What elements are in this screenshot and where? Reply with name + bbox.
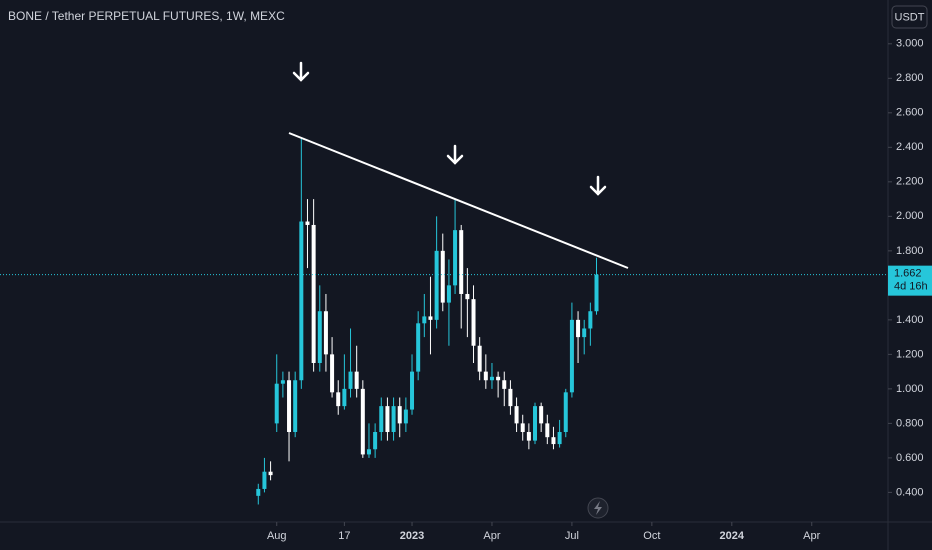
currency-label: USDT bbox=[895, 11, 925, 23]
candle-body bbox=[391, 406, 396, 433]
y-tick-label: 0.600 bbox=[896, 452, 924, 464]
candle-body bbox=[397, 406, 402, 424]
last-price-label: 1.662 bbox=[894, 268, 922, 280]
candle-body bbox=[526, 432, 531, 441]
candle-body bbox=[342, 388, 347, 407]
candle-body bbox=[551, 437, 556, 445]
currency-button[interactable] bbox=[891, 5, 928, 29]
candle-body bbox=[582, 328, 587, 338]
y-tick-label: 1.200 bbox=[896, 348, 924, 360]
y-tick-label: 1.400 bbox=[896, 314, 924, 326]
lightning-icon[interactable] bbox=[587, 497, 609, 519]
candle-body bbox=[502, 380, 507, 389]
candle-body bbox=[348, 371, 353, 389]
candle-body bbox=[317, 311, 322, 363]
candle-body bbox=[440, 250, 445, 303]
countdown-label: 4d 16h bbox=[894, 281, 928, 293]
candle-body bbox=[483, 371, 488, 381]
candle-body bbox=[416, 323, 421, 372]
candle-body bbox=[360, 388, 365, 455]
x-tick-label: Apr bbox=[803, 530, 820, 542]
candle-body bbox=[311, 224, 316, 363]
candle-body bbox=[366, 449, 371, 455]
candle-body bbox=[569, 319, 574, 393]
candle-body bbox=[379, 406, 384, 433]
candle-body bbox=[459, 230, 464, 294]
candle-body bbox=[594, 274, 599, 312]
y-tick-label: 1.000 bbox=[896, 383, 924, 395]
candle-body bbox=[496, 376, 501, 381]
candle-body bbox=[287, 380, 292, 433]
candle-body bbox=[373, 432, 378, 450]
y-tick-label: 2.200 bbox=[896, 176, 924, 188]
y-tick-label: 2.800 bbox=[896, 72, 924, 84]
candle-body bbox=[280, 380, 285, 384]
x-tick-label: 2023 bbox=[400, 530, 424, 542]
candle-body bbox=[268, 471, 273, 476]
x-tick-label: 2024 bbox=[720, 530, 745, 542]
candle-body bbox=[471, 299, 476, 346]
candle-body bbox=[477, 345, 482, 372]
candle-body bbox=[422, 316, 427, 324]
candle-body bbox=[354, 371, 359, 389]
candle-body bbox=[262, 471, 267, 489]
candle-body bbox=[557, 432, 562, 445]
candle-body bbox=[256, 488, 261, 496]
candle-body bbox=[299, 221, 304, 381]
chart-title: BONE / Tether PERPETUAL FUTURES, 1W, MEX… bbox=[8, 9, 285, 23]
candle-body bbox=[323, 311, 328, 355]
arrows bbox=[292, 61, 607, 196]
trend-line bbox=[288, 132, 629, 269]
y-tick-label: 0.800 bbox=[896, 417, 924, 429]
candle-body bbox=[508, 388, 513, 407]
x-tick-label: Jul bbox=[565, 530, 579, 542]
y-tick-label: 2.600 bbox=[896, 107, 924, 119]
candle-body bbox=[576, 319, 581, 338]
candle-body bbox=[305, 221, 310, 225]
candle-body bbox=[293, 380, 298, 433]
candle-body bbox=[403, 409, 408, 424]
candle-body bbox=[428, 316, 433, 320]
candle-body bbox=[330, 354, 335, 393]
candle-body bbox=[520, 423, 525, 433]
candle-body bbox=[514, 406, 519, 424]
candle-body bbox=[434, 250, 439, 320]
y-tick-label: 0.400 bbox=[896, 486, 924, 498]
x-tick-label: Aug bbox=[267, 530, 287, 542]
candle-body bbox=[539, 406, 544, 424]
candle-body bbox=[446, 285, 451, 303]
candle-body bbox=[563, 392, 568, 433]
y-tick-label: 2.000 bbox=[896, 210, 924, 222]
candle-body bbox=[489, 376, 494, 381]
candle-body bbox=[545, 423, 550, 438]
candles bbox=[256, 138, 599, 505]
candle-body bbox=[588, 311, 593, 329]
candle-body bbox=[385, 406, 390, 433]
candle-body bbox=[465, 293, 470, 300]
candle-body bbox=[336, 392, 341, 407]
last-price-box bbox=[888, 265, 932, 296]
candle-body bbox=[453, 230, 458, 286]
y-tick-label: 1.800 bbox=[896, 245, 924, 257]
candle-body bbox=[410, 371, 415, 410]
candle-body bbox=[274, 383, 279, 424]
x-tick-label: 17 bbox=[338, 530, 350, 542]
x-tick-label: Oct bbox=[643, 530, 660, 542]
candle-body bbox=[533, 406, 538, 441]
y-tick-label: 3.000 bbox=[896, 38, 924, 50]
x-tick-label: Apr bbox=[483, 530, 500, 542]
y-tick-label: 2.400 bbox=[896, 141, 924, 153]
